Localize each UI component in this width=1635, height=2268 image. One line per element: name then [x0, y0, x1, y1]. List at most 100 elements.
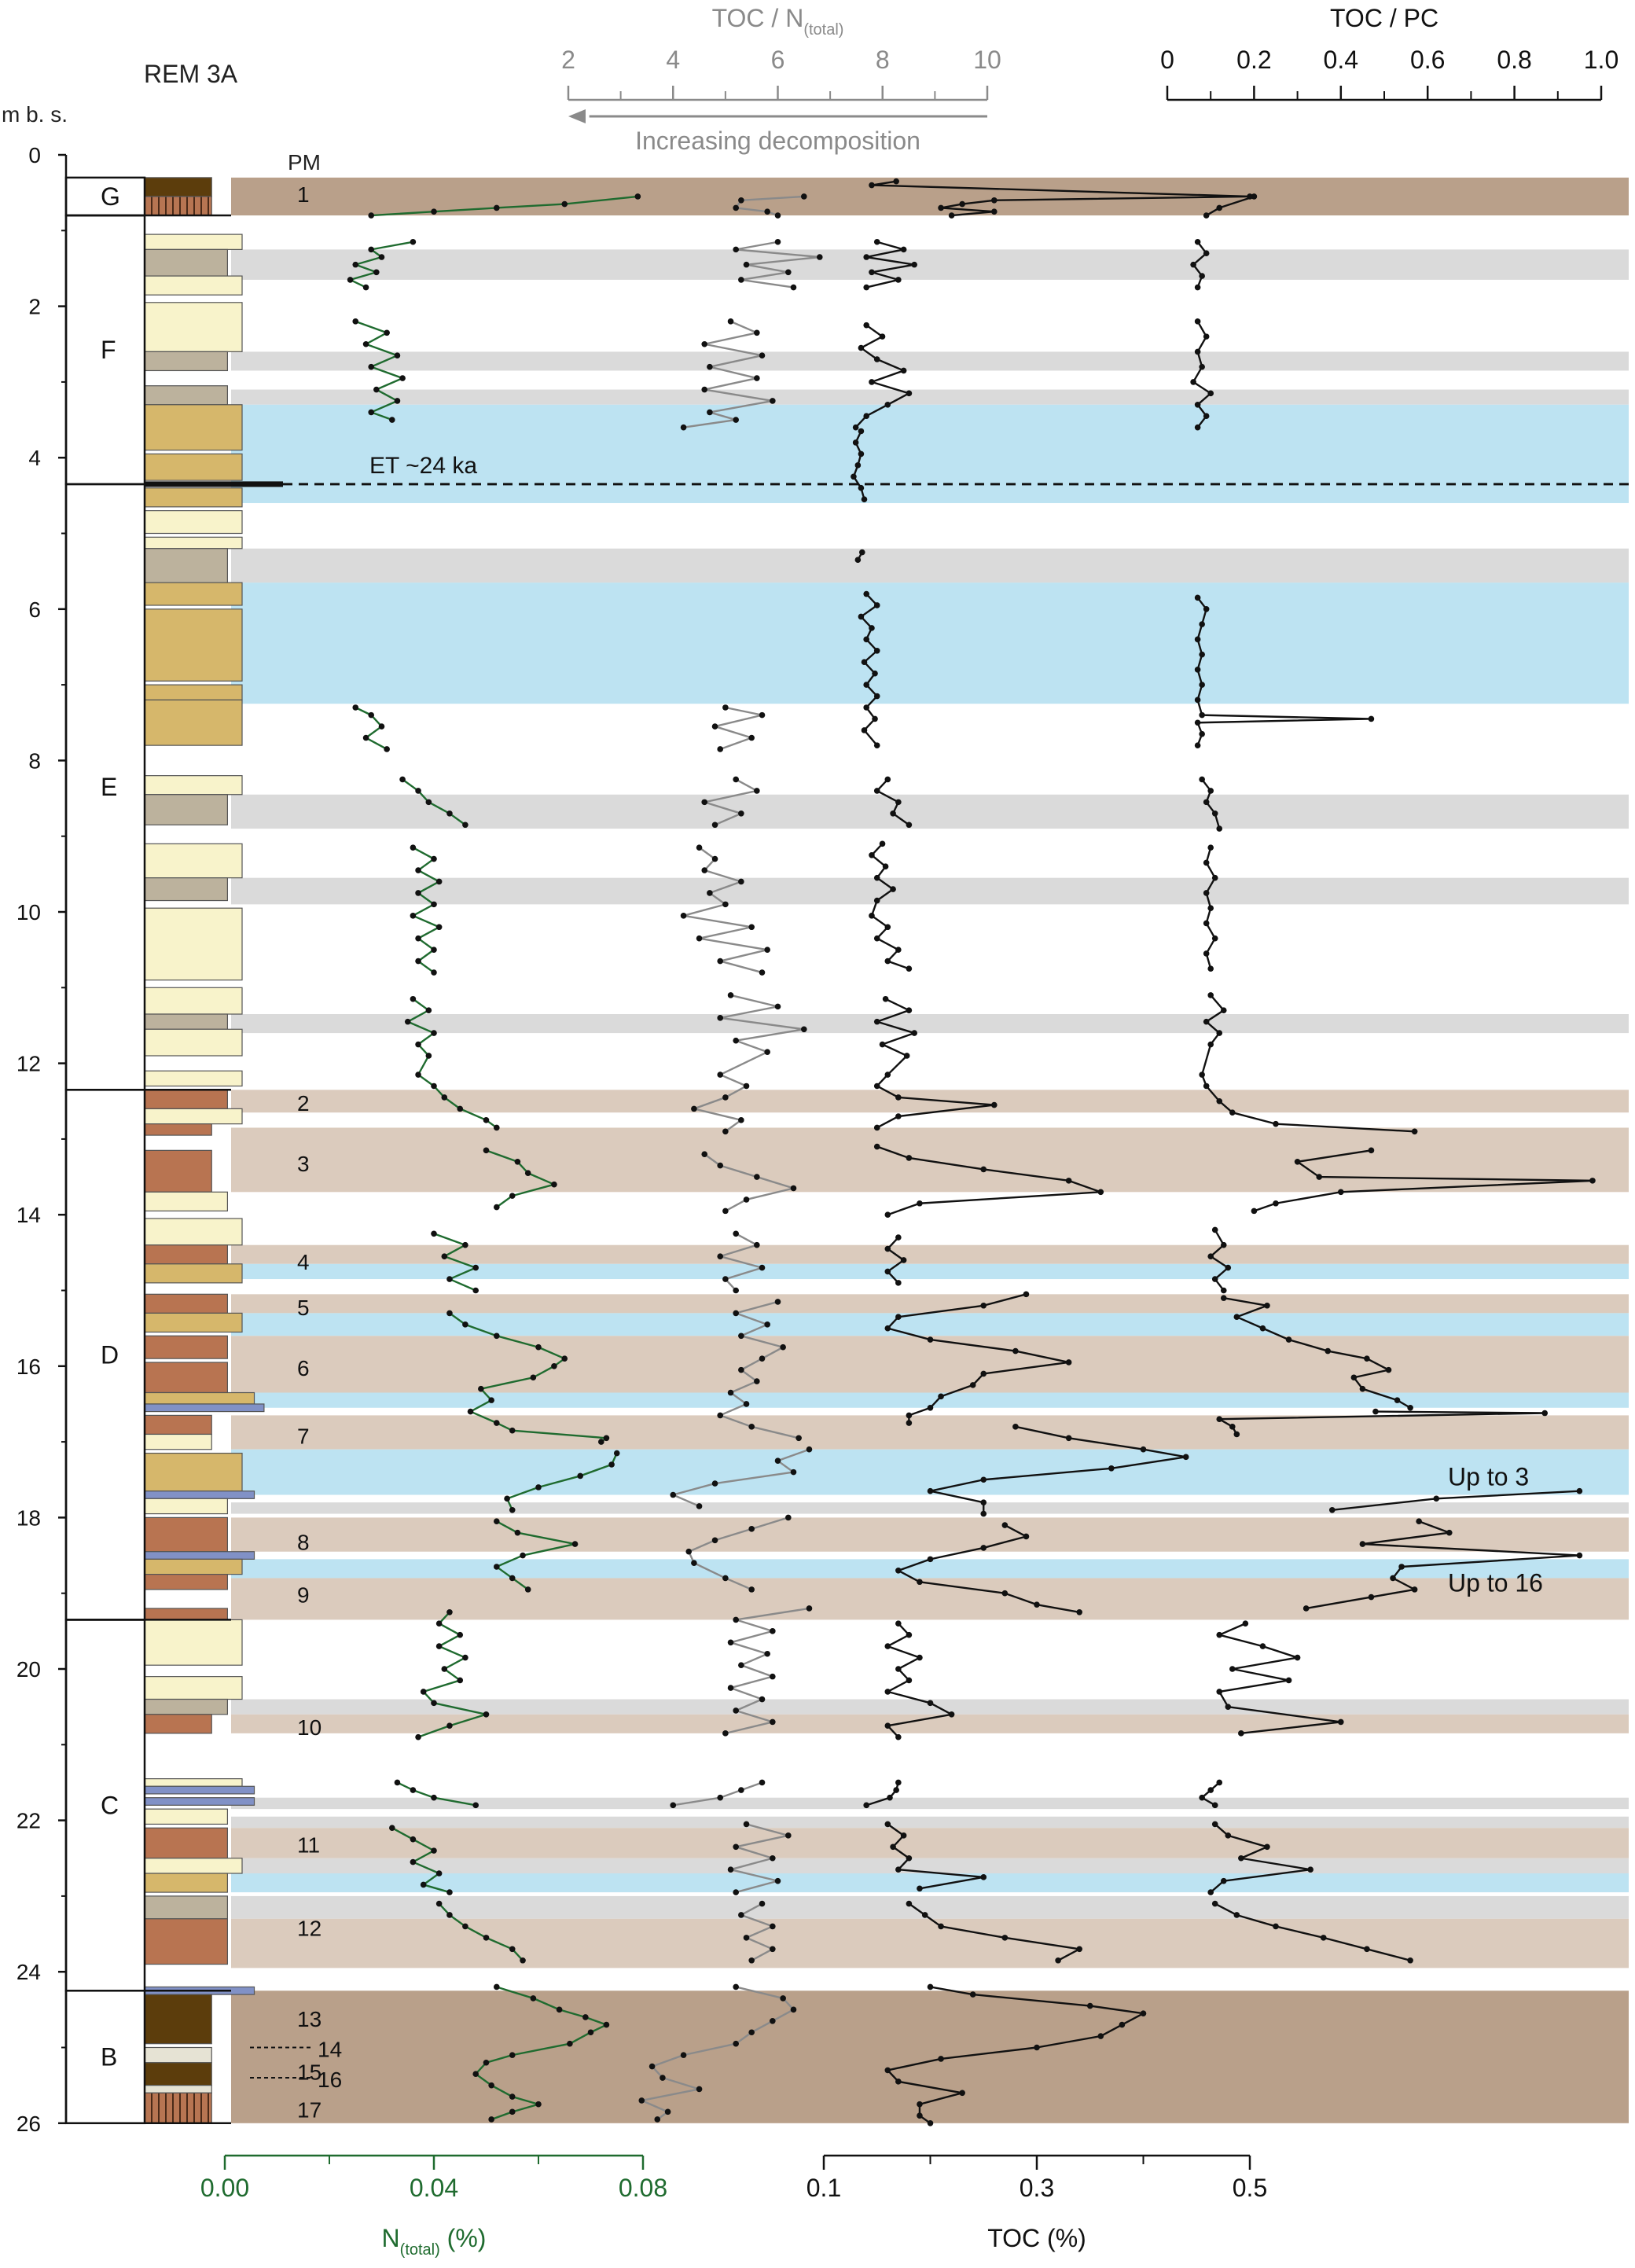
data-point: [441, 1666, 448, 1672]
data-point: [410, 1858, 417, 1865]
data-point: [415, 958, 421, 965]
data-point: [368, 246, 375, 253]
data-point: [431, 901, 437, 908]
data-point: [410, 238, 417, 245]
data-point: [504, 1495, 510, 1502]
band-paleosol: [231, 1294, 1629, 1314]
data-point: [1242, 1620, 1249, 1627]
data-point: [352, 261, 359, 268]
data-point: [488, 1397, 494, 1403]
data-point: [1199, 621, 1205, 627]
log-block-loess: [144, 1028, 243, 1057]
data-point: [1233, 1314, 1240, 1321]
data-point: [410, 1836, 417, 1843]
band-paleosol: [231, 1415, 1629, 1450]
data-point: [1199, 776, 1205, 783]
data-point: [1211, 935, 1218, 942]
log-block-loess: [144, 302, 243, 352]
data-point: [887, 1794, 893, 1801]
data-point: [1394, 1397, 1401, 1403]
band-paleosol_dark: [231, 177, 1629, 216]
data-point: [1207, 1889, 1214, 1895]
log-block-brown: [144, 1414, 212, 1435]
log-block-brown: [144, 1918, 229, 1965]
data-point: [774, 1003, 781, 1010]
data-point: [903, 1053, 910, 1059]
data-point: [494, 1332, 500, 1340]
data-point: [863, 590, 869, 597]
event-marker-label: ET ~24 ka: [369, 453, 477, 479]
data-point: [938, 1923, 944, 1930]
data-point: [722, 1276, 729, 1282]
data-point: [959, 2090, 965, 2097]
band-gray: [231, 548, 1629, 583]
data-point: [431, 969, 437, 976]
band-blue: [231, 404, 1629, 503]
data-point: [980, 1510, 987, 1517]
data-point: [1194, 284, 1201, 291]
band-gray: [231, 794, 1629, 829]
band-gray: [231, 1895, 1629, 1919]
data-point: [1119, 2021, 1126, 2028]
data-point: [535, 1344, 542, 1351]
data-point: [1576, 1552, 1583, 1559]
depth-tick-label: 10: [17, 900, 41, 924]
data-point: [457, 1631, 464, 1638]
data-point: [900, 367, 907, 374]
data-point: [790, 2006, 797, 2013]
data-point: [1203, 799, 1210, 806]
data-point: [727, 992, 734, 998]
data-point: [1216, 1631, 1223, 1638]
panel-tick-label: 0.3: [1020, 2174, 1054, 2202]
data-point: [1225, 1704, 1232, 1710]
band-paleosol: [231, 1244, 1629, 1264]
panel-tick-label: 4: [666, 46, 680, 74]
band-blue: [231, 1392, 1629, 1408]
data-point: [748, 2029, 755, 2036]
data-point: [1285, 1336, 1292, 1343]
data-point: [895, 1280, 902, 1286]
data-point: [717, 1072, 724, 1078]
data-point: [701, 1151, 708, 1157]
depth-tick-label: 18: [17, 1505, 41, 1530]
panel-tick-label: 0.4: [1324, 46, 1358, 74]
data-point: [801, 1026, 807, 1033]
data-point: [1203, 920, 1210, 927]
data-point: [863, 254, 869, 260]
data-point: [858, 613, 865, 620]
data-point: [696, 935, 703, 942]
band-blue: [231, 1263, 1629, 1280]
data-point: [399, 776, 406, 783]
series-line: [672, 1448, 810, 1508]
data-point: [384, 329, 390, 336]
data-point: [1229, 1424, 1236, 1430]
data-point: [863, 704, 869, 711]
data-point: [509, 1575, 516, 1582]
log-block-gray: [144, 877, 229, 902]
data-point: [1372, 1408, 1379, 1415]
log-block-loess: [144, 1619, 243, 1666]
data-point: [587, 2029, 594, 2036]
data-point: [483, 1117, 490, 1123]
data-point: [1199, 711, 1205, 719]
data-point: [785, 1832, 792, 1839]
data-point: [852, 424, 859, 431]
panel-tick-label: 0.2: [1236, 46, 1271, 74]
series-line: [865, 1782, 900, 1807]
data-point: [872, 670, 878, 677]
data-point: [462, 1241, 468, 1248]
data-point: [1199, 651, 1205, 658]
data-point: [1216, 204, 1223, 211]
data-point: [368, 711, 375, 719]
bands-layer: [231, 177, 1629, 2123]
data-point: [1316, 1174, 1322, 1180]
log-block-blue: [144, 1797, 255, 1806]
panel-tick-label: 0.8: [1497, 46, 1531, 74]
data-point: [472, 1264, 479, 1271]
data-point: [1012, 1424, 1019, 1430]
data-point: [980, 1874, 987, 1880]
data-point: [425, 799, 432, 806]
data-point: [415, 788, 421, 794]
data-point: [1207, 965, 1214, 972]
data-point: [858, 344, 865, 351]
